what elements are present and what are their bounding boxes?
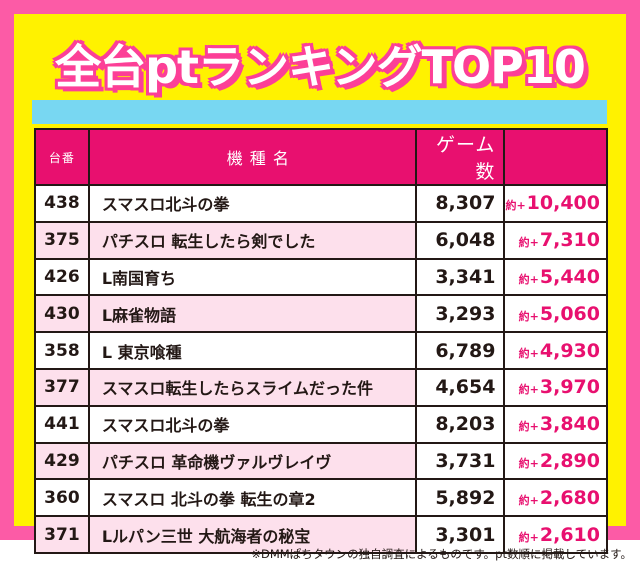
game-count: 6,048 xyxy=(414,220,506,260)
ranking-table: 台番 機 種 名 ゲーム数 pt 438 スマスロ北斗の拳 8,307 約+10,40… xyxy=(34,128,608,554)
pt-prefix: 約+ xyxy=(518,493,539,507)
ranking-rows: 438 スマスロ北斗の拳 8,307 約+10,400 375 パチスロ 転生したら剣でし… xyxy=(34,184,608,554)
pt-value: 4,930 xyxy=(539,339,600,362)
table-row: 430 L麻雀物語 3,293 約+5,060 xyxy=(34,294,608,334)
machine-name: パチスロ 革命機ヴァルヴレイヴ xyxy=(87,441,417,481)
game-count: 8,307 xyxy=(414,184,506,223)
header-machine-name: 機 種 名 xyxy=(87,128,417,186)
table-row: 377 スマスロ転生したらスライムだった件 4,654 約+3,970 xyxy=(34,367,608,407)
machine-name: L南国育ち xyxy=(87,257,417,297)
machine-name: Lルパン三世 大航海者の秘宝 xyxy=(87,515,417,554)
footnote: ※DMMぱちタウンの独自調査によるものです。pt数順に掲載しています。 xyxy=(251,547,632,561)
table-row: 441 スマスロ北斗の拳 8,203 約+3,840 xyxy=(34,404,608,444)
game-count: 3,731 xyxy=(414,441,506,481)
machine-name: スマスロ北斗の拳 xyxy=(87,184,417,223)
machine-number: 441 xyxy=(34,404,90,444)
pt-cell: 約+7,310 xyxy=(503,220,608,260)
table-row: 371 Lルパン三世 大航海者の秘宝 3,301 約+2,610 xyxy=(34,515,608,554)
machine-name: スマスロ 北斗の拳 転生の章2 xyxy=(87,478,417,518)
pt-value: 2,610 xyxy=(539,523,600,546)
pt-value: 3,840 xyxy=(539,413,600,436)
pt-cell: 約+3,840 xyxy=(503,404,608,444)
machine-number: 375 xyxy=(34,220,90,260)
machine-number: 360 xyxy=(34,478,90,518)
pt-prefix: 約+ xyxy=(518,236,539,250)
table-header-row: 台番 機 種 名 ゲーム数 pt xyxy=(34,128,608,186)
table-row: 426 L南国育ち 3,341 約+5,440 xyxy=(34,257,608,297)
machine-number: 438 xyxy=(34,184,90,223)
machine-number: 430 xyxy=(34,294,90,334)
pt-cell: 約+5,440 xyxy=(503,257,608,297)
header-machine-number: 台番 xyxy=(34,128,90,186)
game-count: 3,341 xyxy=(414,257,506,297)
pt-value: 10,400 xyxy=(526,192,600,215)
pt-prefix: 約+ xyxy=(518,530,539,544)
pt-cell: 約+10,400 xyxy=(503,184,608,223)
pt-value: 7,310 xyxy=(539,229,600,252)
game-count: 3,301 xyxy=(414,515,506,554)
machine-number: 426 xyxy=(34,257,90,297)
pt-cell: 約+3,970 xyxy=(503,367,608,407)
pt-cell: 約+2,610 xyxy=(503,515,608,554)
table-row: 358 L 東京喰種 6,789 約+4,930 xyxy=(34,331,608,370)
pt-value: 5,060 xyxy=(539,302,600,325)
yellow-panel: 全台ptランキングTOP10 台番 機 種 名 ゲーム数 pt 438 スマスロ北… xyxy=(14,14,626,554)
pt-prefix: 約+ xyxy=(518,346,539,360)
game-count: 4,654 xyxy=(414,367,506,407)
pt-prefix: 約+ xyxy=(518,456,539,470)
pt-value: 5,440 xyxy=(539,265,600,288)
game-count: 8,203 xyxy=(414,404,506,444)
machine-number: 377 xyxy=(34,367,90,407)
pt-cell: 約+4,930 xyxy=(503,331,608,370)
machine-number: 358 xyxy=(34,331,90,370)
machine-number: 429 xyxy=(34,441,90,481)
machine-name: スマスロ転生したらスライムだった件 xyxy=(87,367,417,407)
pt-cell: 約+5,060 xyxy=(503,294,608,334)
pt-value: 2,680 xyxy=(539,486,600,509)
pink-frame: 全台ptランキングTOP10 台番 機 種 名 ゲーム数 pt 438 スマスロ北… xyxy=(0,0,640,554)
pt-prefix: 約+ xyxy=(505,199,526,213)
pt-value: 3,970 xyxy=(539,376,600,399)
machine-number: 371 xyxy=(34,515,90,554)
game-count: 5,892 xyxy=(414,478,506,518)
table-row: 360 スマスロ 北斗の拳 転生の章2 5,892 約+2,680 xyxy=(34,478,608,518)
pt-value: 2,890 xyxy=(539,449,600,472)
title-underline-band xyxy=(32,100,607,124)
pt-prefix: 約+ xyxy=(518,272,539,286)
game-count: 6,789 xyxy=(414,331,506,370)
machine-name: L麻雀物語 xyxy=(87,294,417,334)
header-game-count: ゲーム数 xyxy=(414,128,506,186)
pt-prefix: 約+ xyxy=(518,420,539,434)
machine-name: パチスロ 転生したら剣でした xyxy=(87,220,417,260)
pt-prefix: 約+ xyxy=(518,383,539,397)
game-count: 3,293 xyxy=(414,294,506,334)
pt-cell: 約+2,680 xyxy=(503,478,608,518)
machine-name: L 東京喰種 xyxy=(87,331,417,370)
pt-prefix: 約+ xyxy=(518,309,539,323)
ranking-title: 全台ptランキングTOP10 xyxy=(55,40,586,94)
header-pt: pt xyxy=(503,128,608,186)
machine-name: スマスロ北斗の拳 xyxy=(87,404,417,444)
pt-cell: 約+2,890 xyxy=(503,441,608,481)
table-row: 375 パチスロ 転生したら剣でした 6,048 約+7,310 xyxy=(34,220,608,260)
table-row: 429 パチスロ 革命機ヴァルヴレイヴ 3,731 約+2,890 xyxy=(34,441,608,481)
table-row: 438 スマスロ北斗の拳 8,307 約+10,400 xyxy=(34,184,608,223)
